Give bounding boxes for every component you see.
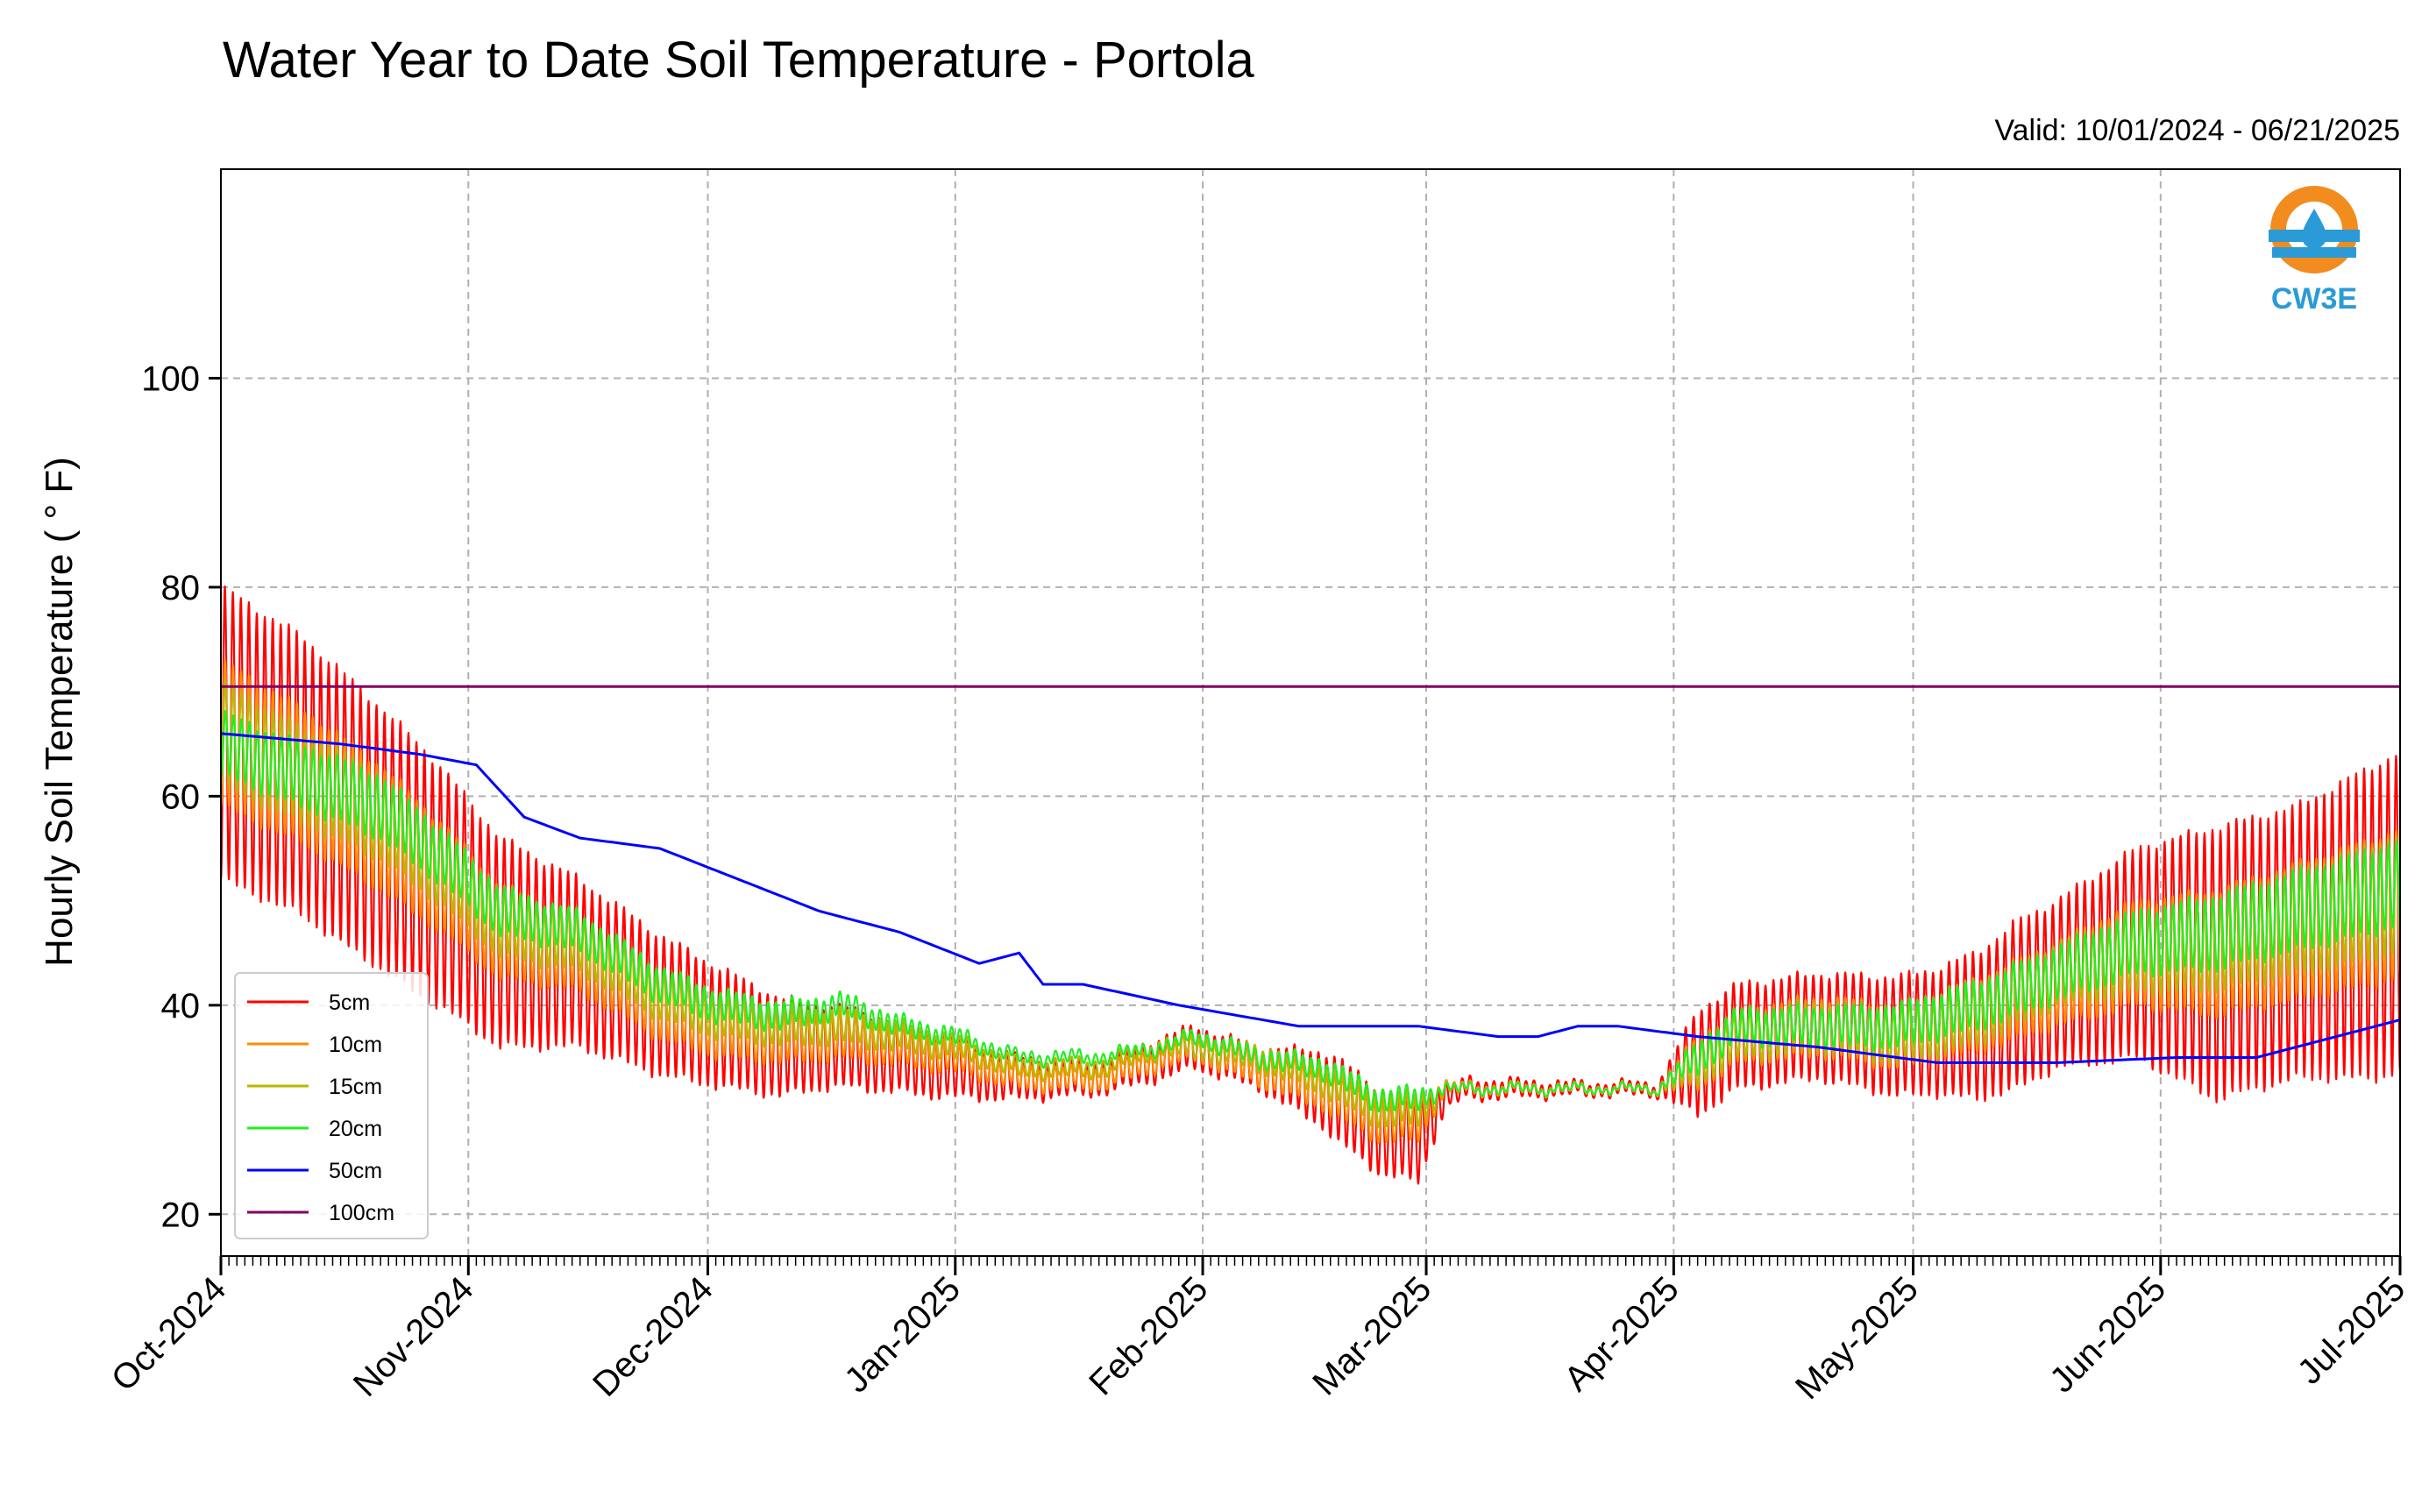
x-tick-label: Feb-2025 — [1082, 1269, 1215, 1402]
series-line-5cm — [221, 585, 2400, 1185]
x-tick-label: Mar-2025 — [1305, 1269, 1438, 1402]
x-tick-label: Jan-2025 — [837, 1269, 968, 1400]
series-line-50cm — [221, 732, 2400, 1064]
legend-label-10cm: 10cm — [329, 1033, 382, 1057]
legend-label-50cm: 50cm — [329, 1159, 382, 1183]
y-tick-label: 40 — [161, 987, 201, 1026]
y-tick-label: 20 — [161, 1196, 201, 1234]
y-tick-label: 100 — [141, 359, 200, 398]
logo-text: CW3E — [2271, 282, 2357, 316]
legend: 5cm 10cm 15cm 20cm 50cm 100cm — [234, 972, 429, 1239]
y-tick-label: 60 — [161, 777, 201, 816]
x-tick-label: Jun-2025 — [2042, 1269, 2173, 1400]
y-axis-label: Hourly Soil Temperature ( ° F) — [38, 457, 81, 967]
x-tick-label: Apr-2025 — [1557, 1269, 1686, 1398]
valid-date-range: Valid: 10/01/2024 - 06/21/2025 — [1994, 114, 2400, 147]
logo-wave-icon-2 — [2272, 247, 2356, 258]
series-line-20cm — [221, 710, 2400, 1113]
legend-box — [234, 972, 429, 1239]
x-tick-label: May-2025 — [1788, 1269, 1926, 1407]
series-lines — [221, 585, 2400, 1185]
legend-label-20cm: 20cm — [329, 1117, 382, 1141]
x-axis: Oct-2024 Nov-2024 Dec-2024 Jan-2025 Feb-2025… — [104, 1256, 2412, 1407]
grid-lines — [221, 169, 2400, 1256]
x-tick-label: Jul-2025 — [2291, 1269, 2413, 1392]
legend-label-15cm: 15cm — [329, 1075, 382, 1099]
chart-title: Water Year to Date Soil Temperature - Po… — [223, 32, 1254, 89]
x-tick-label: Dec-2024 — [586, 1269, 721, 1404]
x-tick-label: Oct-2024 — [104, 1269, 233, 1398]
logo-drop-icon — [2302, 209, 2326, 249]
plot-area-frame — [220, 168, 2401, 1257]
legend-label-100cm: 100cm — [329, 1201, 394, 1225]
x-tick-label: Nov-2024 — [346, 1269, 481, 1404]
cw3e-logo: CW3E — [2269, 186, 2360, 316]
y-tick-label: 80 — [161, 569, 201, 607]
y-axis: 20 40 60 80 100 — [141, 359, 221, 1234]
legend-label-5cm: 5cm — [329, 990, 370, 1015]
